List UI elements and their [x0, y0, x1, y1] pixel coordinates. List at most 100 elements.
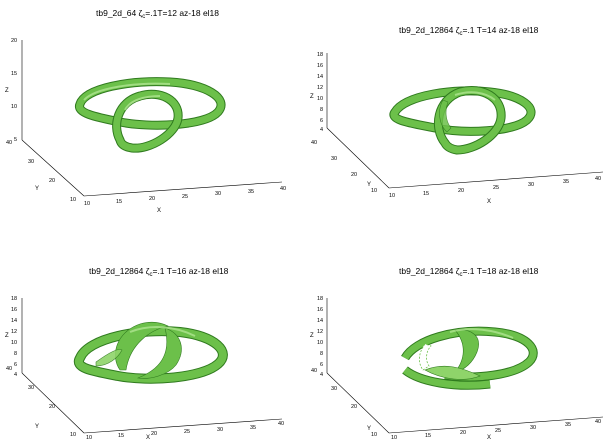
y-tick-label: 20: [351, 404, 357, 410]
x-tick-label: 30: [215, 191, 221, 197]
z-tick-label: 14: [317, 74, 323, 80]
z-tick-label: 16: [317, 63, 323, 69]
z-tick-label: 4: [320, 127, 323, 133]
z-axis-label: Z: [310, 94, 314, 100]
x-tick-label: 25: [495, 428, 501, 434]
z-axis-label: Z: [5, 333, 9, 339]
z-tick-label: 12: [317, 85, 323, 91]
z-ticks: 18 16 14 12 10 8 6 4: [317, 296, 323, 378]
z-tick-label: 6: [320, 362, 323, 368]
y-axis-label: Y: [35, 424, 39, 430]
z-tick-label: 10: [317, 96, 323, 102]
y-tick-label: 10: [371, 432, 377, 438]
panel-title: tb9_2d_12864 ζc=.1 T=18 az-18 el18: [399, 266, 539, 278]
x-tick-label: 30: [530, 425, 536, 431]
y-tick-label: 10: [70, 432, 76, 438]
x-axis-label: X: [487, 435, 491, 441]
z-tick-label: 14: [11, 318, 17, 324]
x-ticks: 10 15 20 25 30 35 40: [84, 186, 286, 207]
x-tick-label: 35: [565, 422, 571, 428]
plot-panel-1: tb9_2d_64 ζc=.1T=12 az-18 el18 20 15 10 …: [0, 0, 305, 220]
vortex-isosurface: [389, 86, 536, 155]
y-ticks: 40 30 20 10: [311, 140, 377, 194]
z-ticks: 18 16 14 12 10 8 6 4: [11, 296, 17, 378]
y-tick-label: 40: [311, 140, 317, 146]
z-tick-label: 8: [320, 351, 323, 357]
x-tick-label: 35: [563, 179, 569, 185]
y-tick-label: 30: [331, 386, 337, 392]
y-axis: [326, 372, 390, 434]
y-axis: [21, 139, 85, 197]
z-tick-label: 20: [11, 38, 17, 44]
plot-canvas: 18 16 14 12 10 8 6 4 Z 40 30 20 10 Y 10 …: [310, 296, 604, 441]
z-ticks: 20 15 10 5: [11, 38, 17, 143]
vortex-isosurface: [401, 326, 538, 390]
x-tick-label: 35: [248, 189, 254, 195]
z-tick-label: 18: [11, 296, 17, 302]
plot-canvas: 20 15 10 5 Z 40 30 20 10 Y 10 15 20 25 3…: [5, 38, 286, 214]
x-axis: [388, 416, 604, 434]
z-tick-label: 10: [11, 104, 17, 110]
y-tick-label: 10: [371, 188, 377, 194]
z-tick-label: 10: [11, 340, 17, 346]
x-axis-label: X: [487, 199, 491, 205]
z-tick-label: 12: [317, 329, 323, 335]
vortex-isosurface: [74, 321, 228, 384]
x-ticks: 10 15 20 25 30 35 40: [389, 176, 601, 199]
panel-title: tb9_2d_12864 ζc=.1 T=16 az-18 el18: [89, 266, 229, 278]
z-tick-label: 18: [317, 296, 323, 302]
x-tick-label: 35: [250, 425, 256, 431]
x-tick-label: 15: [116, 199, 122, 205]
y-tick-label: 40: [6, 366, 12, 372]
x-axis: [83, 418, 283, 434]
plot-panel-2: tb9_2d_12864 ζc=.1 T=14 az-18 el18 18 16…: [305, 0, 610, 220]
x-tick-label: 25: [184, 429, 190, 435]
z-tick-label: 8: [320, 107, 323, 113]
z-tick-label: 10: [317, 340, 323, 346]
z-tick-label: 4: [320, 372, 323, 378]
x-tick-label: 10: [84, 201, 90, 207]
vortex-isosurface: [75, 77, 226, 153]
y-ticks: 40 30 20 10: [6, 366, 76, 438]
x-tick-label: 15: [423, 191, 429, 197]
x-tick-label: 40: [595, 419, 601, 425]
x-tick-label: 20: [460, 430, 466, 436]
x-tick-label: 20: [458, 188, 464, 194]
y-tick-label: 30: [28, 159, 34, 165]
x-tick-label: 30: [528, 182, 534, 188]
z-tick-label: 16: [317, 307, 323, 313]
z-axis-label: Z: [5, 88, 9, 94]
y-tick-label: 20: [49, 178, 55, 184]
plot-panel-4: tb9_2d_12864 ζc=.1 T=18 az-18 el18 18 16…: [305, 220, 610, 441]
x-ticks: 10 15 20 25 30 35 40: [86, 421, 284, 441]
y-tick-label: 40: [311, 368, 317, 374]
panel-title: tb9_2d_64 ζc=.1T=12 az-18 el18: [96, 8, 220, 20]
x-tick-label: 30: [217, 427, 223, 433]
y-tick-label: 10: [70, 197, 76, 203]
y-tick-label: 30: [331, 156, 337, 162]
y-axis-label: Y: [35, 186, 39, 192]
z-tick-label: 14: [317, 318, 323, 324]
x-axis: [388, 171, 604, 189]
y-tick-label: 20: [49, 404, 55, 410]
x-tick-label: 15: [118, 433, 124, 439]
z-axis-label: Z: [310, 333, 314, 339]
x-tick-label: 20: [151, 431, 157, 437]
panel-title: tb9_2d_12864 ζc=.1 T=14 az-18 el18: [399, 25, 539, 37]
z-tick-label: 6: [14, 362, 17, 368]
x-tick-label: 40: [595, 176, 601, 182]
x-tick-label: 40: [280, 186, 286, 192]
y-axis-label: Y: [367, 182, 371, 188]
z-tick-label: 5: [14, 137, 17, 143]
y-ticks: 40 30 20 10: [6, 140, 76, 203]
x-tick-label: 40: [278, 421, 284, 427]
plot-panel-3: tb9_2d_12864 ζc=.1 T=16 az-18 el18 18 16…: [0, 220, 305, 441]
z-tick-label: 12: [11, 329, 17, 335]
y-tick-label: 30: [28, 385, 34, 391]
y-axis-label: Y: [367, 426, 371, 432]
z-tick-label: 18: [317, 52, 323, 58]
x-tick-label: 10: [389, 193, 395, 199]
z-tick-label: 6: [320, 118, 323, 124]
y-tick-label: 20: [351, 172, 357, 178]
x-tick-label: 25: [493, 185, 499, 191]
